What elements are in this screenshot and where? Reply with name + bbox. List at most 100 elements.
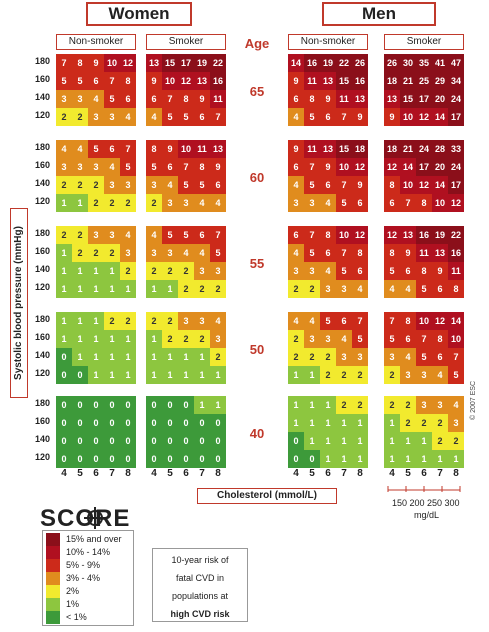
risk-cell: 13 — [352, 90, 368, 108]
risk-cell: 1 — [320, 450, 336, 468]
risk-cell: 2 — [432, 414, 448, 432]
risk-cell: 9 — [210, 158, 226, 176]
risk-cell: 4 — [120, 108, 136, 126]
risk-cell: 4 — [146, 108, 162, 126]
risk-cell: 17 — [448, 176, 464, 194]
risk-cell: 8 — [384, 176, 400, 194]
risk-cell: 5 — [72, 72, 88, 90]
risk-cell: 4 — [352, 280, 368, 298]
risk-cell: 3 — [88, 226, 104, 244]
risk-cell: 3 — [88, 158, 104, 176]
risk-cell: 33 — [448, 140, 464, 158]
risk-cell: 7 — [448, 348, 464, 366]
risk-cell: 10 — [400, 108, 416, 126]
cholesterol-tick-label: 5 — [167, 468, 173, 479]
risk-cell: 14 — [432, 108, 448, 126]
risk-cell: 2 — [88, 244, 104, 262]
risk-cell: 1 — [178, 366, 194, 384]
risk-cell: 28 — [432, 140, 448, 158]
risk-cell: 4 — [400, 348, 416, 366]
risk-cell: 6 — [432, 280, 448, 298]
risk-cell: 6 — [162, 158, 178, 176]
risk-cell: 2 — [162, 330, 178, 348]
risk-cell: 12 — [178, 72, 194, 90]
risk-cell: 47 — [448, 54, 464, 72]
legend-label: 2% — [66, 586, 80, 596]
cholesterol-tick-label: 8 — [357, 468, 363, 479]
risk-cell: 3 — [162, 194, 178, 212]
risk-cell: 1 — [120, 366, 136, 384]
risk-cell: 3 — [146, 244, 162, 262]
risk-cell: 5 — [178, 226, 194, 244]
risk-cell: 2 — [384, 366, 400, 384]
risk-cell: 4 — [304, 312, 320, 330]
risk-cell: 12 — [416, 108, 432, 126]
risk-cell: 3 — [104, 176, 120, 194]
risk-cell: 2 — [384, 396, 400, 414]
risk-cell: 1 — [178, 348, 194, 366]
risk-cell: 4 — [210, 312, 226, 330]
risk-note: 10-year risk of fatal CVD in populations… — [152, 548, 248, 622]
risk-cell: 1 — [104, 330, 120, 348]
risk-cell: 0 — [88, 396, 104, 414]
risk-cell: 13 — [320, 140, 336, 158]
risk-cell: 8 — [120, 72, 136, 90]
risk-cell: 1 — [72, 262, 88, 280]
risk-cell: 0 — [72, 432, 88, 450]
risk-cell: 3 — [162, 244, 178, 262]
risk-cell: 2 — [104, 194, 120, 212]
risk-cell: 0 — [56, 396, 72, 414]
risk-cell: 5 — [352, 330, 368, 348]
risk-cell: 6 — [320, 176, 336, 194]
risk-cell: 4 — [194, 244, 210, 262]
risk-cell: 9 — [146, 72, 162, 90]
risk-cell: 1 — [72, 280, 88, 298]
risk-cell: 0 — [104, 396, 120, 414]
risk-cell: 7 — [304, 226, 320, 244]
risk-cell: 17 — [416, 158, 432, 176]
note-line-3: populations at — [171, 591, 229, 601]
risk-cell: 5 — [416, 348, 432, 366]
risk-cell: 1 — [320, 432, 336, 450]
cholesterol-tick-label: 7 — [437, 468, 443, 479]
risk-cell: 0 — [56, 414, 72, 432]
risk-cell: 6 — [432, 348, 448, 366]
risk-cell: 5 — [448, 366, 464, 384]
risk-cell: 2 — [288, 348, 304, 366]
risk-cell: 2 — [72, 226, 88, 244]
risk-cell: 34 — [448, 72, 464, 90]
risk-cell: 1 — [56, 262, 72, 280]
risk-cell: 1 — [448, 450, 464, 468]
risk-cell: 2 — [146, 262, 162, 280]
risk-cell: 16 — [416, 226, 432, 244]
risk-cell: 21 — [400, 140, 416, 158]
legend-swatch — [46, 546, 60, 559]
risk-cell: 20 — [432, 158, 448, 176]
bp-tick-label: 140 — [34, 178, 50, 188]
risk-cell: 5 — [384, 330, 400, 348]
risk-cell: 5 — [162, 226, 178, 244]
risk-cell: 1 — [304, 396, 320, 414]
risk-cell: 2 — [194, 330, 210, 348]
risk-cell: 1 — [104, 366, 120, 384]
risk-cell: 5 — [304, 244, 320, 262]
risk-cell: 2 — [146, 312, 162, 330]
risk-cell: 9 — [320, 158, 336, 176]
legend-label: 15% and over — [66, 534, 122, 544]
risk-cell: 3 — [336, 280, 352, 298]
bp-tick-label: 180 — [34, 142, 50, 152]
risk-cell: 1 — [400, 450, 416, 468]
risk-cell: 21 — [400, 72, 416, 90]
cholesterol-tick-label: 4 — [293, 468, 299, 479]
risk-cell: 15 — [400, 90, 416, 108]
risk-cell: 13 — [194, 72, 210, 90]
risk-cell: 3 — [146, 176, 162, 194]
risk-cell: 0 — [146, 414, 162, 432]
risk-cell: 1 — [320, 414, 336, 432]
risk-cell: 3 — [352, 348, 368, 366]
note-line-1: 10-year risk of — [171, 555, 229, 565]
risk-cell: 2 — [210, 348, 226, 366]
risk-cell: 2 — [56, 226, 72, 244]
legend-label: 5% - 9% — [66, 560, 101, 570]
risk-cell: 3 — [336, 348, 352, 366]
